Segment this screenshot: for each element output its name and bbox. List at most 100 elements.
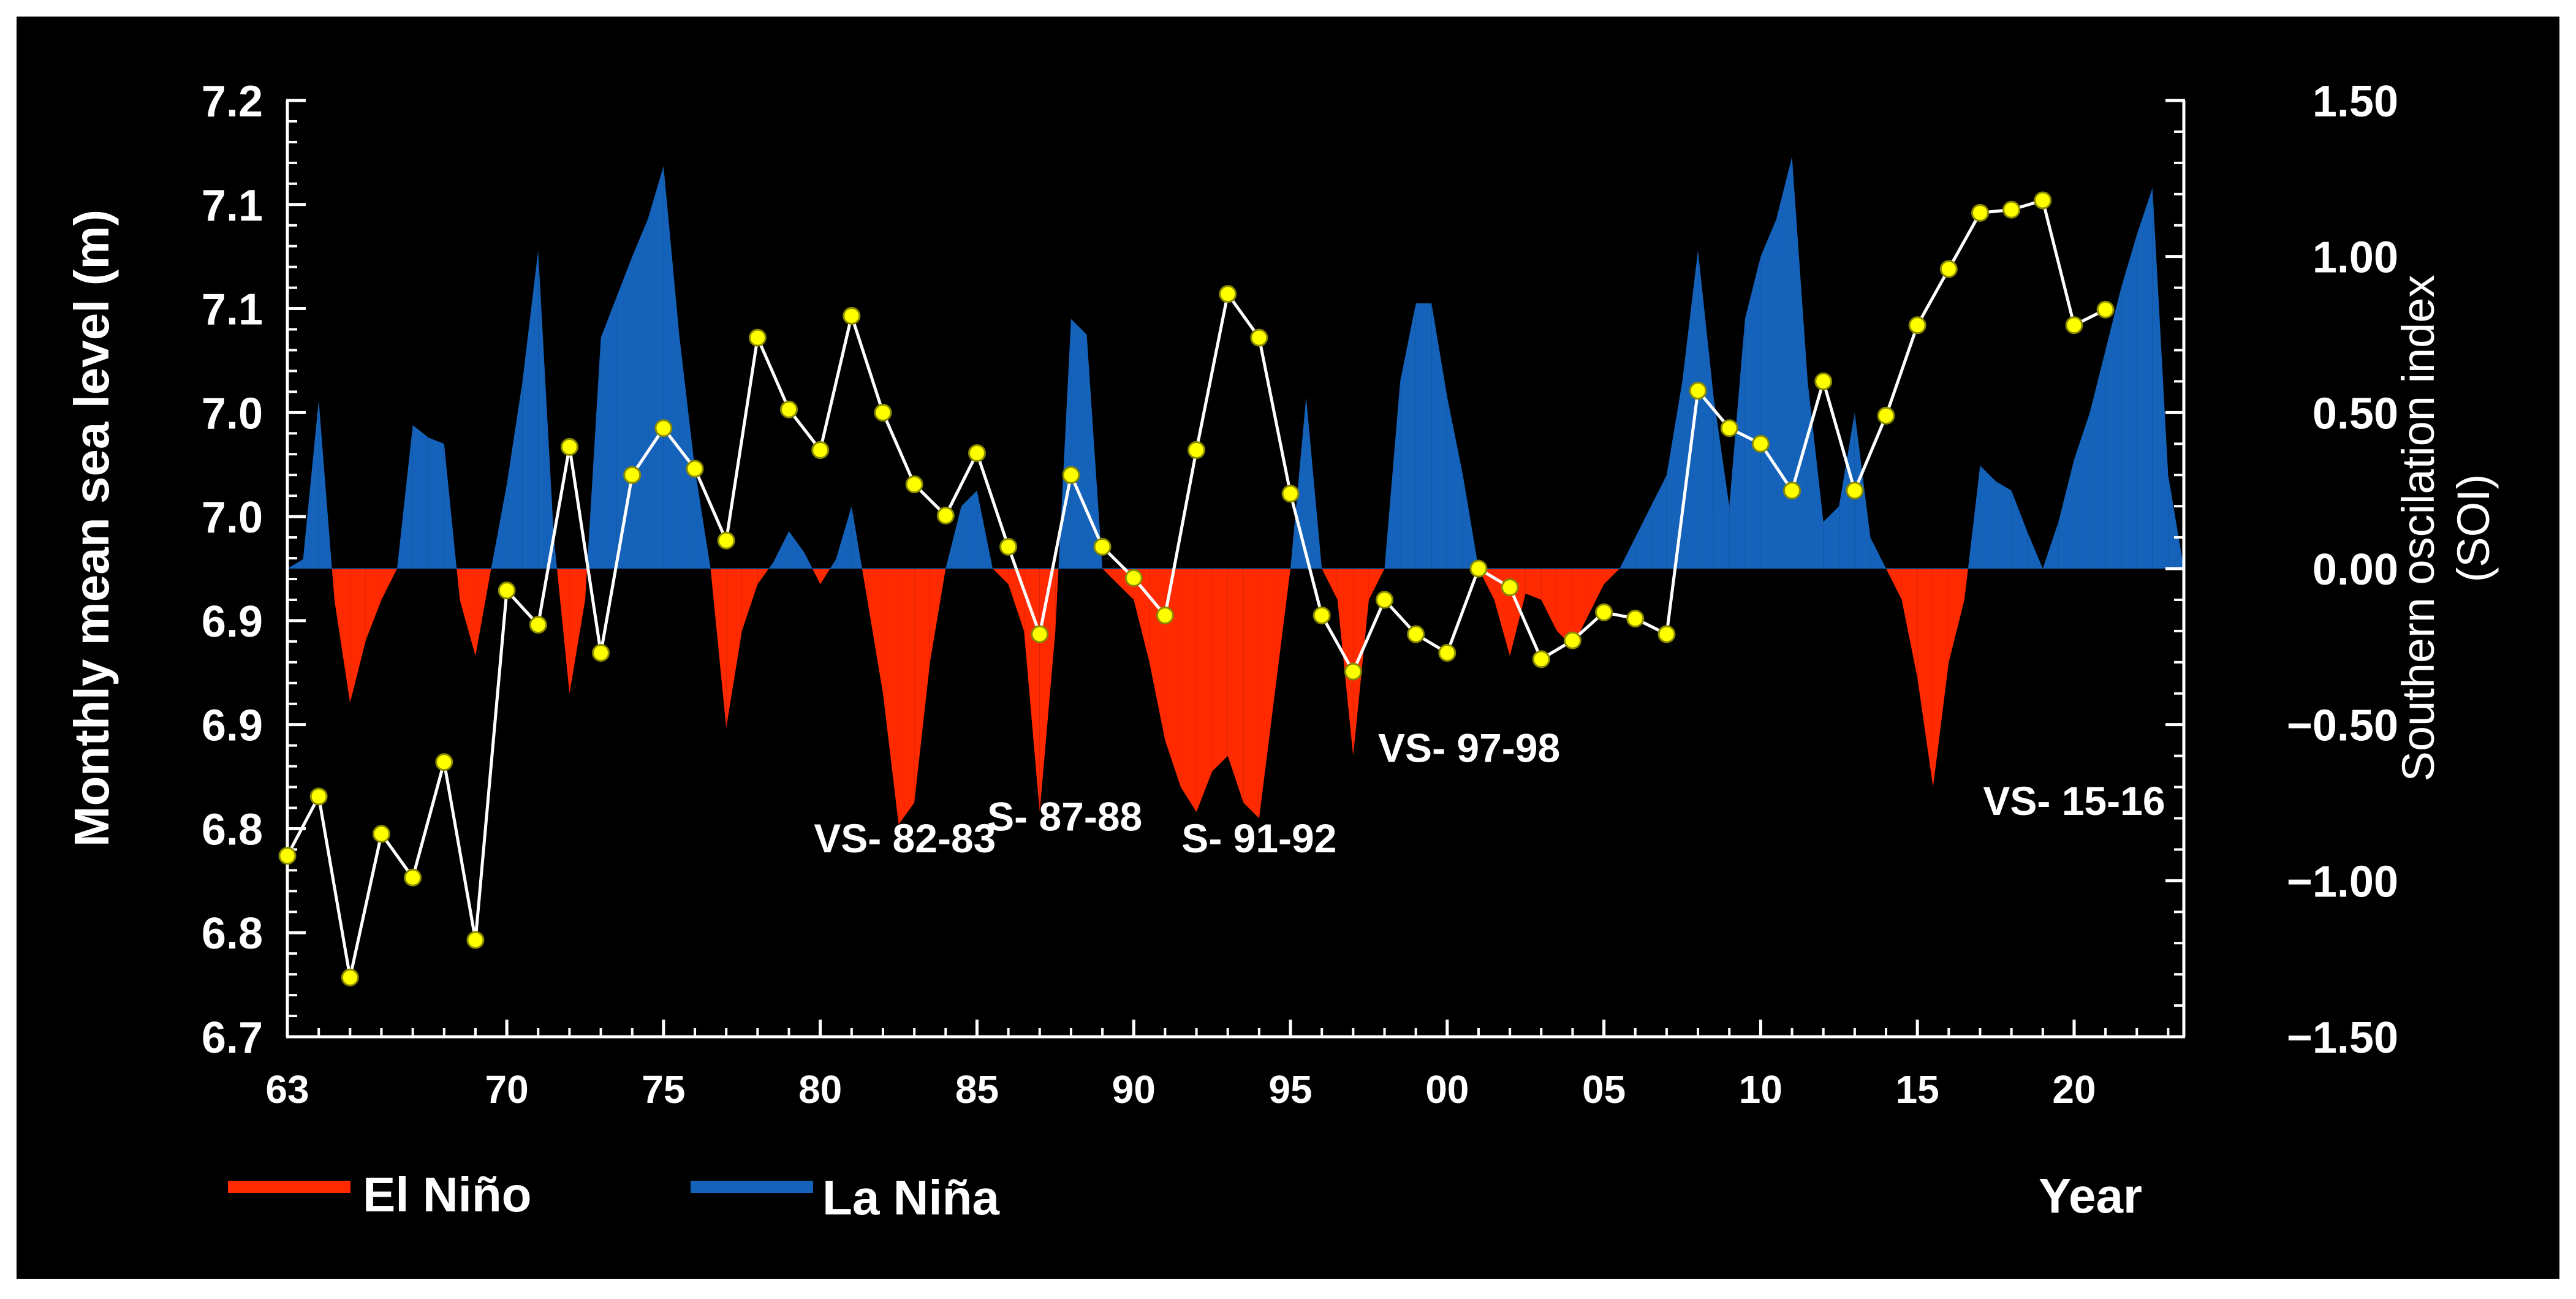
el-nino-area xyxy=(1039,569,1056,812)
la-nina-area xyxy=(679,335,695,569)
event-annotation: S- 91-92 xyxy=(1181,816,1336,861)
la-nina-area xyxy=(2105,287,2121,569)
la-nina-area xyxy=(2152,187,2169,569)
la-nina-area xyxy=(1431,303,1447,569)
soi-sea-level-chart: 7.2 7.1 7.1 7.0 7.0 6.9 6.9 6.8 6.8 6.7 1.50 1.00 0.… xyxy=(64,77,2499,1225)
sea-level-point xyxy=(936,506,955,525)
sea-level-point xyxy=(1814,372,1833,390)
la-nina-area xyxy=(287,559,303,569)
el-nino-area xyxy=(1901,569,1918,678)
legend-label-el-nino: El Niño xyxy=(363,1167,532,1222)
la-nina-area xyxy=(600,297,617,569)
x-tick-label: 85 xyxy=(955,1067,999,1112)
sea-level-point xyxy=(2002,200,2021,219)
la-nina-area xyxy=(1058,319,1071,569)
sea-level-point xyxy=(372,825,390,843)
la-nina-area xyxy=(491,484,507,569)
la-nina-area xyxy=(1870,537,1887,569)
right-tick-label: −0.50 xyxy=(2287,702,2398,751)
la-nina-area xyxy=(1306,396,1322,569)
el-nino-area xyxy=(331,569,335,600)
sea-level-point xyxy=(1783,482,1801,500)
sea-level-point xyxy=(686,460,704,478)
la-nina-area xyxy=(789,531,805,569)
la-nina-area xyxy=(1744,256,1761,569)
sea-level-point xyxy=(1344,662,1362,681)
sea-level-point xyxy=(1250,328,1268,347)
el-nino-area xyxy=(1322,569,1338,600)
la-nina-area xyxy=(1400,303,1416,569)
la-nina-area xyxy=(1666,381,1683,569)
legend: El Niño La Niña xyxy=(228,1167,999,1225)
el-nino-area xyxy=(820,569,830,585)
soi-area-layer xyxy=(287,156,2184,825)
legend-swatch-la-nina xyxy=(691,1181,813,1193)
sea-level-point xyxy=(592,644,610,662)
la-nina-area xyxy=(663,165,680,569)
la-nina-area xyxy=(945,506,961,569)
la-nina-area xyxy=(1290,396,1306,569)
la-nina-area xyxy=(1384,381,1401,569)
right-tick-label: 0.50 xyxy=(2313,389,2398,438)
x-tick-label: 10 xyxy=(1739,1067,1782,1112)
el-nino-area xyxy=(1917,569,1933,787)
sea-level-point xyxy=(1407,625,1425,643)
sea-level-point xyxy=(1031,625,1049,643)
right-tick-label: 0.00 xyxy=(2313,545,2398,594)
right-tick-label: −1.00 xyxy=(2287,857,2398,906)
la-nina-area xyxy=(836,506,852,569)
sea-level-point xyxy=(905,475,923,493)
la-nina-area xyxy=(522,250,539,569)
el-nino-area xyxy=(1964,569,1968,600)
la-nina-area xyxy=(2168,475,2184,569)
sea-level-point xyxy=(1971,203,1989,222)
right-tick-label: 1.00 xyxy=(2313,233,2398,282)
left-tick-label: 7.2 xyxy=(202,77,263,126)
la-nina-area xyxy=(507,381,523,569)
la-nina-area xyxy=(805,553,813,569)
x-tick-label: 70 xyxy=(485,1067,529,1112)
right-axis-title-line-2: (SOI) xyxy=(2448,474,2499,583)
sea-level-point xyxy=(560,437,578,456)
la-nina-area xyxy=(2058,459,2074,569)
la-nina-area xyxy=(2121,235,2137,569)
x-tick-label: 80 xyxy=(798,1067,842,1112)
left-tick-label: 6.8 xyxy=(202,805,263,854)
la-nina-area xyxy=(1463,475,1479,569)
sea-level-point xyxy=(1156,606,1174,624)
sea-level-point xyxy=(1062,466,1080,484)
sea-level-point xyxy=(1939,260,1958,278)
el-nino-area xyxy=(1949,569,1964,662)
sea-level-point xyxy=(1313,606,1331,624)
el-nino-area xyxy=(812,569,820,585)
la-nina-area xyxy=(1415,303,1432,569)
sea-level-point xyxy=(1438,644,1457,662)
la-nina-area xyxy=(2074,412,2090,569)
la-nina-area xyxy=(851,506,862,569)
x-axis-title: Year xyxy=(2039,1168,2142,1223)
left-tick-label: 6.9 xyxy=(202,597,263,646)
sea-level-point xyxy=(278,847,297,865)
el-nino-area xyxy=(1556,569,1573,647)
el-nino-area xyxy=(930,569,946,662)
la-nina-area xyxy=(1792,156,1808,569)
la-nina-area xyxy=(2089,350,2106,569)
la-nina-area xyxy=(768,562,773,569)
la-nina-area xyxy=(1823,506,1839,569)
la-nina-area xyxy=(2027,531,2043,569)
left-tick-label: 7.0 xyxy=(202,493,263,542)
right-tick-label: −1.50 xyxy=(2287,1013,2398,1062)
sea-level-point xyxy=(466,931,485,949)
el-nino-area xyxy=(1353,569,1369,756)
la-nina-area xyxy=(1808,381,1824,569)
sea-level-point xyxy=(1846,482,1864,500)
right-axis-title-line-1: Southern oscilation index xyxy=(2393,275,2444,782)
x-tick-label: 63 xyxy=(265,1067,309,1112)
el-nino-area xyxy=(1243,569,1259,819)
x-tick-label: 20 xyxy=(2052,1067,2096,1112)
sea-level-point xyxy=(1281,485,1300,503)
la-nina-area xyxy=(2137,187,2153,569)
axes-layer xyxy=(286,99,2186,1039)
la-nina-area xyxy=(1070,319,1087,569)
el-nino-area xyxy=(1008,569,1025,631)
